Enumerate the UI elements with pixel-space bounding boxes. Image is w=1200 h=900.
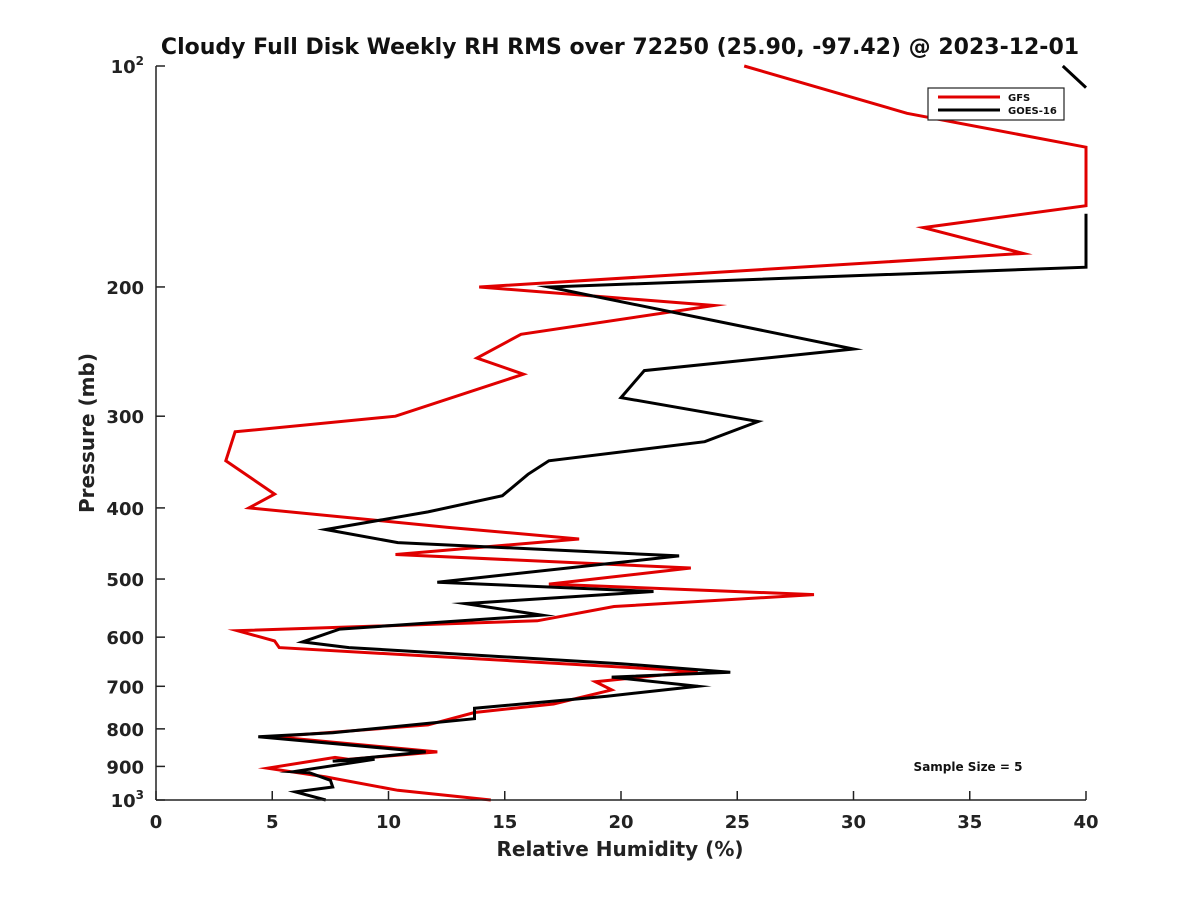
x-tick-label: 30 (841, 812, 866, 833)
plot-background (156, 66, 1086, 800)
y-tick-label: 200 (106, 278, 144, 299)
series-line-goes-16 (258, 213, 1088, 802)
x-tick-label: 40 (1073, 812, 1098, 833)
series-segment-0 (1061, 64, 1088, 89)
y-axis-label: Pressure (mb) (75, 353, 99, 513)
y-tick-label: 102 (111, 54, 144, 78)
legend-box (927, 87, 1065, 121)
x-axis-label: Relative Humidity (%) (496, 837, 743, 861)
y-tick-label: 700 (106, 677, 144, 698)
x-tick-label: 20 (608, 812, 633, 833)
axes-layer: 0 5 10 15 20 25 30 35 40 102 200 300 400 500 600 700 800… (106, 54, 1098, 833)
x-tick-label: 0 (150, 812, 163, 833)
legend-label: GFS (1008, 93, 1030, 104)
y-tick-label: 600 (106, 628, 144, 649)
x-tick-label: 5 (266, 812, 279, 833)
plot-area (156, 66, 1086, 800)
sample-size-annotation: Sample Size = 5 (914, 760, 1023, 774)
y-tick-label: 400 (106, 499, 144, 520)
x-tick-label: 15 (492, 812, 517, 833)
y-tick-label: 500 (106, 570, 144, 591)
series-layer (224, 64, 1088, 802)
y-tick-label: 300 (106, 407, 144, 428)
y-tick-label: 103 (111, 788, 144, 812)
legend: GFS GOES-16 (927, 87, 1065, 121)
legend-label: GOES-16 (1008, 106, 1057, 117)
chart-title: Cloudy Full Disk Weekly RH RMS over 7225… (161, 35, 1079, 60)
x-tick-label: 35 (957, 812, 982, 833)
x-tick-label: 25 (725, 812, 750, 833)
y-tick-label: 900 (106, 757, 144, 778)
y-tick-label: 800 (106, 720, 144, 741)
x-tick-label: 10 (376, 812, 401, 833)
